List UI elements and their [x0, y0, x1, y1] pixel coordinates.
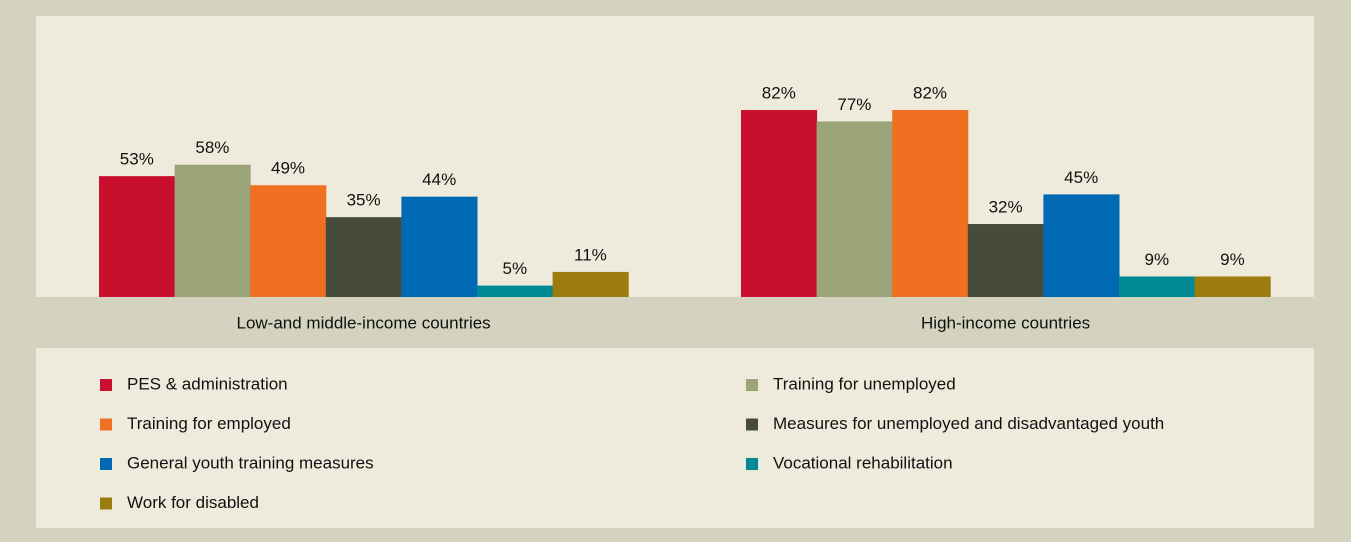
legend-label: Training for employed	[127, 414, 291, 433]
value-label: 32%	[989, 198, 1023, 217]
legend-label: Training for unemployed	[773, 374, 956, 393]
value-label: 9%	[1220, 250, 1245, 269]
value-label: 53%	[120, 150, 154, 169]
bar	[967, 224, 1044, 297]
legend-label: Work for disabled	[127, 493, 259, 512]
value-label: 82%	[913, 83, 947, 102]
legend-swatch	[746, 458, 758, 470]
bar	[741, 110, 818, 297]
value-label: 11%	[574, 245, 607, 264]
legend-swatch	[100, 379, 112, 391]
bar	[250, 185, 327, 297]
bar	[401, 196, 478, 297]
bar	[325, 217, 402, 297]
value-label: 44%	[422, 170, 456, 189]
legend-panel	[36, 348, 1314, 528]
bar	[1119, 276, 1196, 297]
legend-swatch	[100, 458, 112, 470]
value-label: 9%	[1145, 250, 1170, 269]
bar	[552, 271, 629, 297]
legend-label: General youth training measures	[127, 453, 374, 472]
value-label: 5%	[503, 259, 528, 278]
bar	[174, 164, 251, 297]
value-label: 77%	[837, 95, 871, 114]
category-label: Low-and middle-income countries	[237, 313, 491, 332]
legend-swatch	[100, 418, 112, 431]
category-label: High-income countries	[921, 313, 1090, 332]
bar	[477, 285, 554, 297]
legend-label: PES & administration	[127, 374, 288, 393]
legend-swatch	[746, 379, 758, 391]
legend-label: Measures for unemployed and disadvantage…	[773, 414, 1164, 433]
legend-label: Vocational rehabilitation	[773, 453, 953, 472]
legend-swatch	[100, 497, 112, 510]
value-label: 45%	[1064, 168, 1098, 187]
value-label: 82%	[762, 83, 796, 102]
bar	[1194, 276, 1271, 297]
value-label: 58%	[195, 138, 229, 157]
bar	[816, 121, 893, 297]
value-label: 49%	[271, 159, 305, 178]
bar	[1043, 194, 1120, 297]
legend-swatch	[746, 418, 758, 431]
bar	[892, 110, 969, 297]
value-label: 35%	[347, 191, 381, 210]
bar	[99, 176, 176, 297]
